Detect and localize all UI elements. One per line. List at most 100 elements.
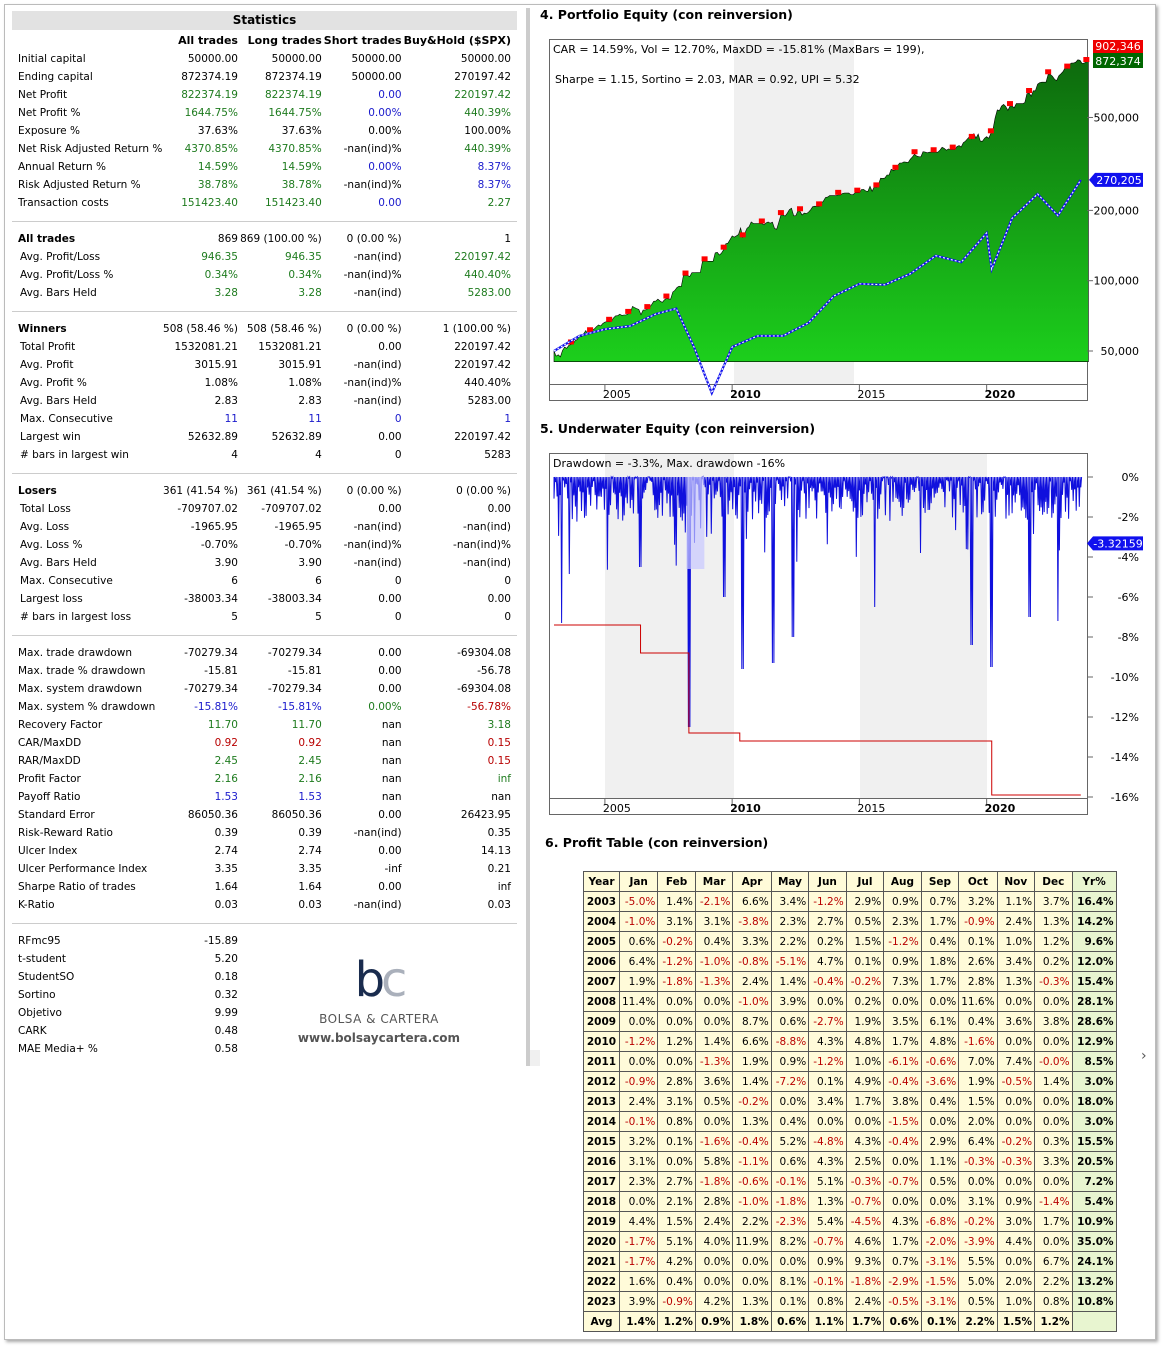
stat-value: 270197.42 [454,71,511,83]
month-cell: 0.8% [1034,1291,1073,1312]
month-cell: -1.5% [920,1271,960,1292]
profit-row: 2014 -0.1% 0.8% 0.0% 1.3% 0.4% 0.0% 0.0% -1.5% 0.… [583,1111,1117,1132]
drawdown-mark [835,189,842,195]
statistics-panel: Statistics All trades Long trades Short … [12,11,517,1058]
drawdown-mark [587,327,594,333]
y-tick-label: 100,000 [1094,275,1140,288]
month-cell: 0.0% [657,1011,696,1032]
drawdown-mark [777,210,784,216]
stat-value: 1.64 [298,881,322,893]
month-cell: Sep [920,871,960,892]
month-cell: -0.3% [958,1151,998,1172]
year-total-cell [1071,1311,1117,1332]
stat-value: 52632.89 [271,431,322,443]
month-cell: 0.0% [657,1151,696,1172]
stat-value: 361 (41.54 %) [246,485,322,497]
month-cell: 11.4% [618,991,659,1012]
year-total-cell: 5.4% [1071,1191,1117,1212]
month-cell: 0.6% [770,1011,810,1032]
stat-value: 5283.00 [467,395,511,407]
stat-value: 0.00 [487,503,511,515]
stat-value: 822374.19 [264,89,322,101]
stat-value: -nan(ind) [353,251,402,263]
equity-chart: CAR = 14.59%, Vol = 12.70%, MaxDD = -15.… [549,39,1143,401]
stat-label: RAR/MaxDD [18,755,81,767]
month-cell: Aug [883,871,922,892]
month-cell: 1.9% [732,1051,772,1072]
stat-value: -15.81 [287,665,322,677]
month-cell: -1.2% [618,1031,659,1052]
month-cell: 1.2% [1034,1311,1073,1332]
stat-value: -15.89 [204,935,238,947]
stat-row: Avg. Profit % 1.08% 1.08% -nan(ind)% 440.40% [12,374,517,392]
stat-value: 3.90 [298,557,322,569]
stat-value: 2.27 [487,197,511,209]
month-cell: 4.8% [920,1031,960,1052]
month-cell: 4.0% [694,1231,734,1252]
month-cell: -0.2% [732,1091,772,1112]
badge-green-label: 872,374 [1095,55,1141,68]
stat-row: Sortino 0.32 [12,986,517,1004]
month-cell: 0.0% [920,1191,960,1212]
month-cell: -0.4% [808,971,847,992]
stat-value: 872374.19 [181,71,238,83]
month-cell: -0.1% [618,1111,659,1132]
year-cell: 2007 [583,971,620,992]
scroll-right-chevron-icon[interactable]: › [1141,1048,1147,1064]
stat-value: nan [381,791,402,803]
stat-value: 869 [217,233,238,245]
month-cell: 0.0% [920,1111,960,1132]
month-cell: 2.4% [996,911,1036,932]
stat-value: 100.00% [464,125,511,137]
stat-label: Recovery Factor [18,719,103,731]
stat-label: # bars in largest loss [20,611,132,623]
month-cell: 0.9% [883,891,922,912]
logo-url: www.bolsaycartera.com [297,1031,461,1045]
stat-label: RFmc95 [18,935,61,947]
year-cell: 2023 [583,1291,620,1312]
stat-label: Ending capital [18,71,93,83]
stat-value: 0.00 [378,431,402,443]
stat-value: 11 [224,413,238,425]
stat-value: 946.35 [285,251,322,263]
stat-value: 3015.91 [278,359,322,371]
month-cell: -2.3% [770,1211,810,1232]
stat-value: 0.00 [378,503,402,515]
month-cell: 0.8% [657,1111,696,1132]
panel-divider[interactable] [526,8,530,1066]
stat-value: 3.28 [298,287,322,299]
stat-value: -nan(ind) [353,287,402,299]
section-separator [12,302,517,320]
stat-value: -15.81% [277,701,322,713]
stat-value: 9.99 [214,1007,238,1019]
badge-blue [1087,536,1143,551]
month-cell: -0.6% [920,1051,960,1072]
stat-value: 2.83 [298,395,322,407]
month-cell: -0.5% [883,1291,922,1312]
drawdown-mark [720,244,727,250]
stat-value: -nan(ind)% [453,539,511,551]
stat-value: 14.59% [281,161,322,173]
stat-value: 0.00 [378,809,402,821]
month-cell: 0.0% [694,991,734,1012]
stat-value: -nan(ind)% [343,269,402,281]
month-cell: 2.4% [845,1291,885,1312]
stat-row: Max. system % drawdown -15.81% -15.81% 0.00… [12,698,517,716]
stat-label: Avg. Bars Held [20,395,97,407]
x-tick-label: 2015 [857,802,885,815]
drawdown-mark [758,218,765,224]
stat-value: -1965.95 [190,521,238,533]
month-cell: 0.0% [996,1171,1036,1192]
month-cell: 11.6% [958,991,998,1012]
profit-row: 2004 -1.0% 3.1% 3.1% -3.8% 2.3% 2.7% 0.5% 2.3% 1.… [583,911,1117,932]
stat-value: 1644.75% [184,107,238,119]
stat-value: 1 [504,233,511,245]
stat-label: Objetivo [18,1007,62,1019]
month-cell: 2.8% [657,1071,696,1092]
month-cell: 0.6% [618,931,659,952]
stat-value: -15.81 [204,665,238,677]
stat-label: Ulcer Index [18,845,78,857]
stat-value: 822374.19 [181,89,238,101]
underwater-stats-line: Drawdown = -3.3%, Max. drawdown -16% [553,457,785,470]
stat-value: 0.00% [368,161,402,173]
